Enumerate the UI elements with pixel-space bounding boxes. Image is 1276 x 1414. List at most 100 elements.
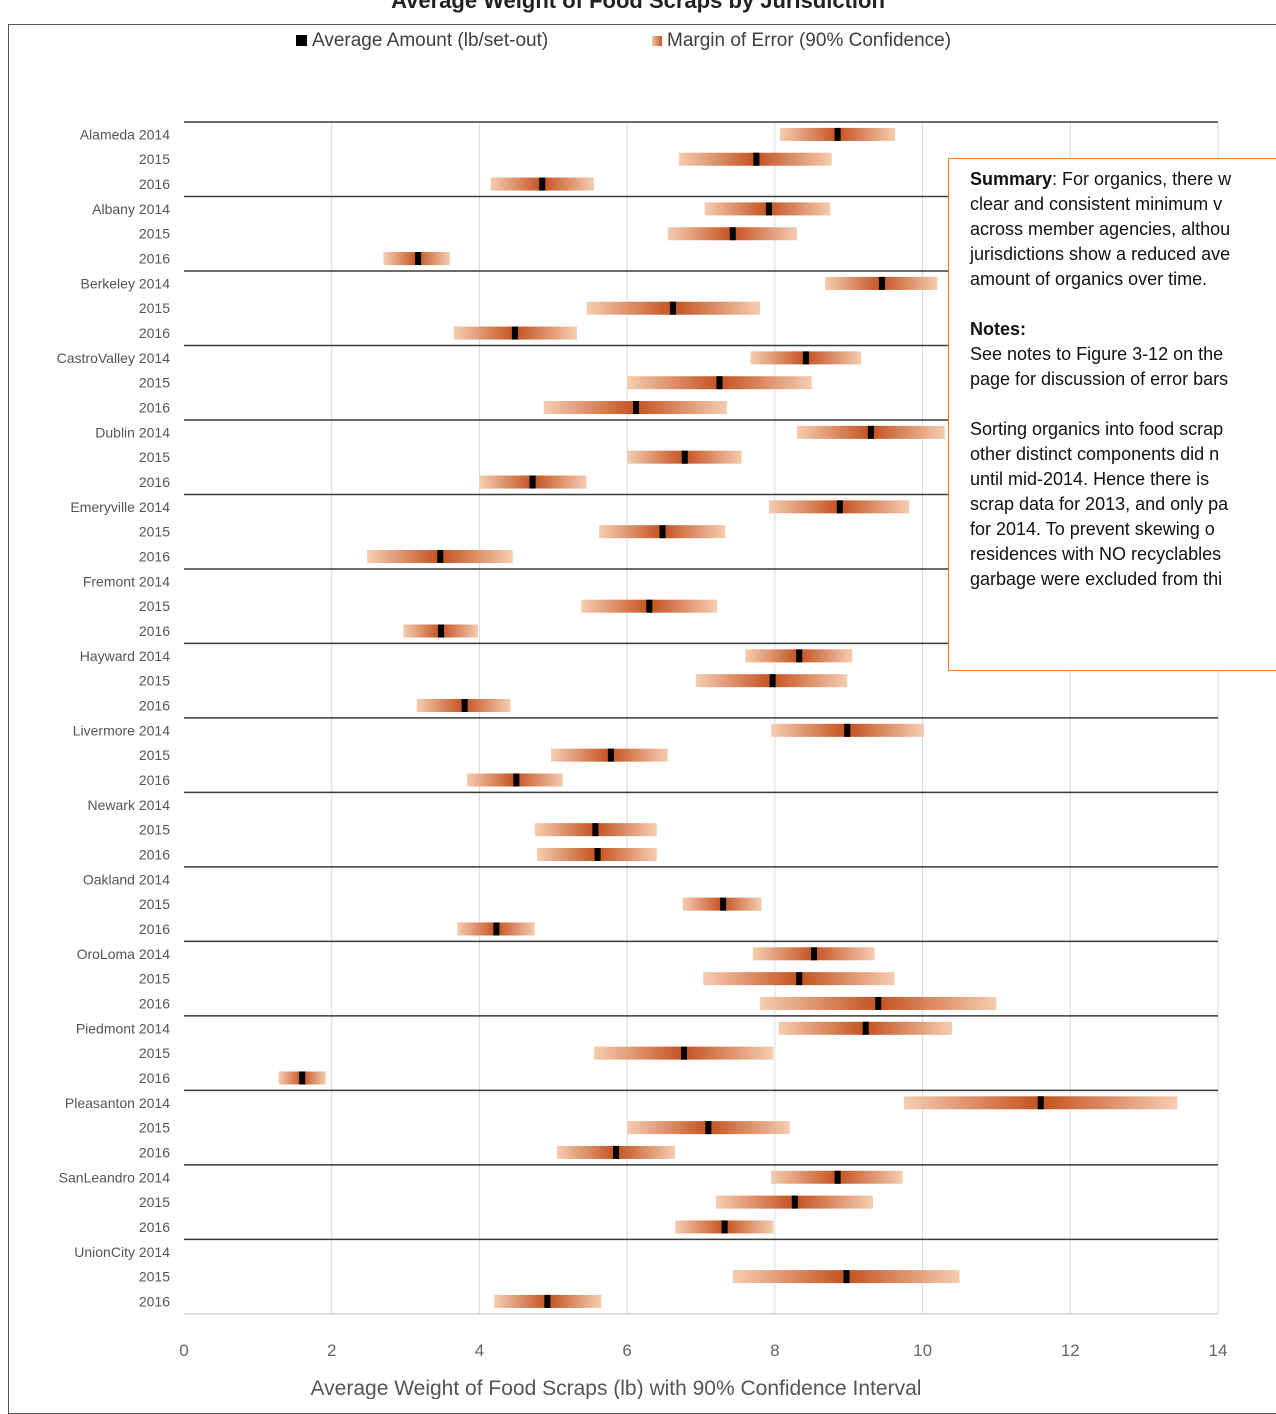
avg-marker-OroLoma-2015	[796, 972, 803, 986]
notes-line-b4: for 2014. To prevent skewing o	[970, 519, 1215, 539]
y-label-Dublin-2015: 2015	[139, 449, 170, 465]
y-label-Livermore-2015: 2015	[139, 747, 170, 763]
summary-label: Summary	[970, 169, 1053, 189]
y-label-Berkeley-2016: 2016	[139, 325, 170, 341]
y-label-SanLeandro-2014: SanLeandro 2014	[59, 1169, 171, 1185]
chart-title: Average Weight of Food Scraps by Jurisdi…	[391, 0, 885, 13]
x-axis-ticks: 0 2 4 6 8 10 12 14	[179, 1341, 1227, 1360]
notes-line-b6: garbage were excluded from thi	[970, 569, 1223, 589]
avg-marker-Berkeley-2015	[669, 301, 676, 315]
y-label-OroLoma-2016: 2016	[139, 995, 170, 1011]
y-label-UnionCity-2014: UnionCity 2014	[74, 1244, 170, 1260]
y-label-CastroValley-2014: CastroValley 2014	[57, 350, 171, 366]
x-tick-label-3: 6	[622, 1341, 631, 1360]
avg-marker-CastroValley-2016	[633, 401, 640, 415]
y-label-Livermore-2014: Livermore 2014	[73, 722, 170, 738]
y-label-Alameda-2014: Alameda 2014	[80, 126, 171, 142]
x-tick-label-6: 12	[1061, 1341, 1080, 1360]
notes-line-b5: residences with NO recyclables	[970, 544, 1222, 564]
y-label-UnionCity-2015: 2015	[139, 1269, 170, 1285]
avg-marker-SanLeandro-2015	[791, 1195, 798, 1209]
y-label-Fremont-2014: Fremont 2014	[83, 573, 170, 589]
y-label-Newark-2014: Newark 2014	[88, 797, 171, 813]
avg-marker-Fremont-2015	[646, 599, 653, 613]
y-label-SanLeandro-2016: 2016	[139, 1219, 170, 1235]
summary-line-3: jurisdictions show a reduced ave	[970, 244, 1231, 264]
x-tick-label-1: 2	[327, 1341, 336, 1360]
legend-average: Average Amount (lb/set-out)	[296, 30, 548, 52]
avg-marker-Oakland-2015	[720, 897, 727, 911]
y-label-Pleasanton-2015: 2015	[139, 1120, 170, 1136]
y-label-Emeryville-2016: 2016	[139, 549, 170, 565]
avg-marker-CastroValley-2014	[802, 351, 809, 365]
notes-line-b1: other distinct components did n	[970, 444, 1220, 464]
notes-line-b0: Sorting organics into food scrap	[970, 419, 1224, 439]
avg-marker-Berkeley-2016	[511, 326, 518, 340]
avg-marker-Livermore-2015	[607, 748, 614, 762]
y-label-CastroValley-2015: 2015	[139, 375, 170, 391]
avg-marker-Newark-2016	[594, 847, 601, 861]
legend-margin-swatch	[652, 35, 662, 46]
avg-marker-Piedmont-2014	[862, 1021, 869, 1035]
avg-marker-Alameda-2014	[834, 127, 841, 141]
notes-line-b2: until mid-2014. Hence there is	[970, 469, 1210, 489]
avg-marker-Newark-2015	[592, 823, 599, 837]
avg-marker-Albany-2015	[729, 227, 736, 241]
avg-marker-UnionCity-2015	[843, 1270, 850, 1284]
summary-text-0: : For organics, there w	[1052, 169, 1232, 189]
y-label-UnionCity-2016: 2016	[139, 1293, 170, 1309]
notes-line-b3: scrap data for 2013, and only pa	[970, 494, 1229, 514]
avg-marker-Pleasanton-2015	[705, 1121, 712, 1135]
avg-marker-SanLeandro-2016	[721, 1220, 728, 1234]
y-label-CastroValley-2016: 2016	[139, 400, 170, 416]
avg-marker-Dublin-2015	[681, 450, 688, 464]
y-label-Piedmont-2016: 2016	[139, 1070, 170, 1086]
x-tick-label-4: 8	[770, 1341, 779, 1360]
y-label-SanLeandro-2015: 2015	[139, 1194, 170, 1210]
y-label-Newark-2016: 2016	[139, 846, 170, 862]
x-axis-title: Average Weight of Food Scraps (lb) with …	[311, 1377, 922, 1399]
y-label-Albany-2015: 2015	[139, 226, 170, 242]
avg-marker-SanLeandro-2014	[834, 1170, 841, 1184]
avg-marker-Hayward-2014	[796, 649, 803, 663]
y-label-Dublin-2016: 2016	[139, 474, 170, 490]
y-label-Hayward-2016: 2016	[139, 698, 170, 714]
avg-marker-Alameda-2015	[753, 152, 760, 166]
x-tick-label-2: 4	[475, 1341, 484, 1360]
y-label-Alameda-2016: 2016	[139, 176, 170, 192]
y-label-Piedmont-2015: 2015	[139, 1045, 170, 1061]
x-tick-label-5: 10	[913, 1341, 932, 1360]
avg-marker-Pleasanton-2016	[613, 1145, 620, 1159]
y-label-Alameda-2015: 2015	[139, 151, 170, 167]
legend-average-label: Average Amount (lb/set-out)	[312, 30, 549, 51]
y-label-Emeryville-2015: 2015	[139, 524, 170, 540]
y-label-Newark-2015: 2015	[139, 822, 170, 838]
y-label-Berkeley-2014: Berkeley 2014	[80, 275, 170, 291]
avg-marker-Emeryville-2015	[659, 525, 666, 539]
avg-marker-OroLoma-2014	[811, 947, 818, 961]
y-label-Hayward-2014: Hayward 2014	[80, 648, 170, 664]
avg-marker-Emeryville-2014	[836, 500, 843, 514]
y-label-Livermore-2016: 2016	[139, 772, 170, 788]
avg-marker-Dublin-2016	[529, 475, 536, 489]
y-label-Fremont-2015: 2015	[139, 598, 170, 614]
error-bars	[278, 127, 1178, 1308]
summary-line-2: across member agencies, althou	[970, 219, 1231, 239]
y-label-Dublin-2014: Dublin 2014	[95, 424, 170, 440]
y-axis-labels: Alameda 2014 2015 2016 Albany 2014 2015 2016 B…	[57, 126, 171, 1309]
avg-marker-UnionCity-2016	[544, 1294, 551, 1308]
x-tick-label-7: 14	[1209, 1341, 1228, 1360]
avg-marker-Albany-2014	[765, 202, 772, 216]
y-label-Oakland-2015: 2015	[139, 896, 170, 912]
avg-marker-Oakland-2016	[493, 922, 500, 936]
summary-line-4: amount of organics over time.	[970, 269, 1208, 289]
y-label-OroLoma-2015: 2015	[139, 971, 170, 987]
y-label-Albany-2016: 2016	[139, 251, 170, 267]
y-label-Berkeley-2015: 2015	[139, 300, 170, 316]
avg-marker-CastroValley-2015	[716, 376, 723, 390]
avg-marker-Piedmont-2016	[299, 1071, 306, 1085]
summary-line-0: Summary: For organics, there w	[970, 167, 1276, 192]
y-label-Oakland-2016: 2016	[139, 921, 170, 937]
avg-marker-Dublin-2014	[867, 425, 874, 439]
avg-marker-Emeryville-2016	[437, 550, 444, 564]
